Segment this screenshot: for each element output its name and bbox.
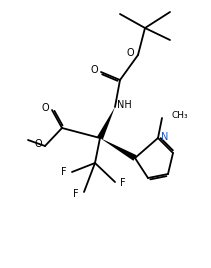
Text: O: O [41,103,49,113]
Text: N: N [161,132,169,142]
Text: O: O [126,48,134,58]
Text: F: F [73,189,79,199]
Polygon shape [100,138,137,161]
Text: F: F [61,167,67,177]
Text: NH: NH [117,100,131,110]
Text: O: O [90,65,98,75]
Text: CH₃: CH₃ [172,111,189,121]
Text: O: O [34,139,42,149]
Polygon shape [97,107,115,139]
Text: F: F [120,178,126,188]
